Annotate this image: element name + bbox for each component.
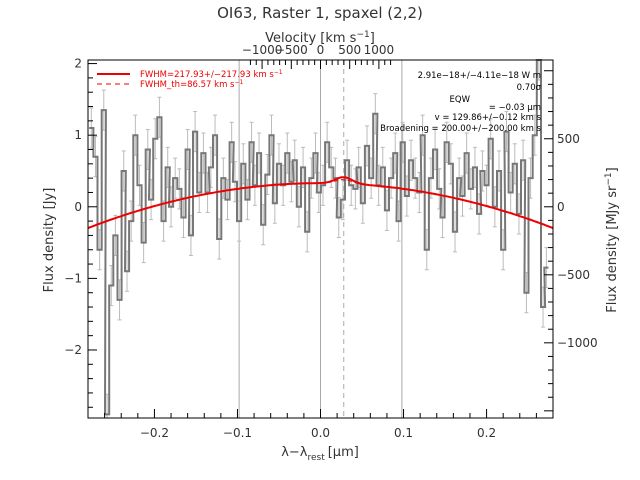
annotation: 2.91e−18+/−4.11e−18 W m bbox=[418, 71, 541, 81]
top-axis-label: Velocity [km s−1] bbox=[265, 30, 375, 46]
legend-entry-sup: −1 bbox=[274, 69, 283, 76]
right-tick-label: −1000 bbox=[557, 336, 598, 350]
fit-curve bbox=[87, 176, 554, 230]
fit-annotations: 2.91e−18+/−4.11e−18 W m 0.70σ EQW = −0.03 μ… bbox=[380, 71, 541, 134]
annotation: 0.70σ bbox=[517, 83, 542, 93]
y-tick-label: −1 bbox=[64, 271, 82, 285]
x-tick-label: 0.0 bbox=[311, 426, 330, 440]
top-tick-label: 500 bbox=[338, 43, 361, 57]
axes: −0.2 −0.1 0.0 0.1 0.2−1000−500 0 500 1000−2−101… bbox=[64, 43, 597, 440]
x-axis-label-text: λ−λ bbox=[281, 445, 308, 460]
top-tick-label: 0 bbox=[317, 43, 325, 57]
right-axis-label-sup: −1 bbox=[604, 172, 614, 185]
top-tick-label: 1000 bbox=[364, 43, 395, 57]
top-tick-label: −1000 bbox=[242, 43, 283, 57]
x-tick-label: 0.1 bbox=[394, 426, 413, 440]
legend-entry: FWHM_th=86.57 km s−1 bbox=[140, 79, 244, 90]
x-axis-label: λ−λrest [μm] bbox=[281, 445, 359, 463]
top-tick-label: −500 bbox=[275, 43, 308, 57]
right-axis-label-close: ] bbox=[605, 167, 620, 172]
right-tick-label: 500 bbox=[557, 132, 580, 146]
right-tick-label: −500 bbox=[557, 268, 590, 282]
annotation: EQW bbox=[450, 95, 471, 105]
spectrum-line bbox=[89, 59, 549, 416]
legend-entry: FWHM=217.93+/−217.93 km s−1 bbox=[140, 69, 283, 80]
right-axis-label: Flux density [MJy sr−1] bbox=[604, 167, 620, 312]
y-tick-label: −2 bbox=[64, 343, 82, 357]
annotation: v = 129.86+/−0.12 km s bbox=[435, 113, 542, 123]
right-tick-label: 0 bbox=[557, 200, 565, 214]
top-axis-label-text: Velocity [km s bbox=[265, 31, 357, 46]
legend: FWHM=217.93+/−217.93 km s−1FWHM_th=86.57… bbox=[97, 69, 283, 90]
x-axis-label-sub: rest bbox=[307, 453, 325, 463]
x-tick-label: −0.2 bbox=[140, 426, 169, 440]
annotation: = −0.03 μm bbox=[489, 103, 541, 113]
y-tick-label: 2 bbox=[74, 57, 82, 71]
y-tick-label: 1 bbox=[74, 128, 82, 142]
chart-title: OI63, Raster 1, spaxel (2,2) bbox=[217, 4, 423, 22]
y-axis-label: Flux density [Jy] bbox=[42, 188, 57, 293]
y-tick-label: 0 bbox=[74, 200, 82, 214]
top-axis-label-sup: −1 bbox=[356, 30, 369, 40]
right-axis-label-text: Flux density [MJy sr bbox=[605, 185, 620, 313]
spectrum-series bbox=[89, 59, 549, 416]
x-axis-label-unit: [μm] bbox=[328, 445, 359, 460]
fit-series bbox=[87, 176, 554, 230]
annotation: Broadening = 200.00+/−200.00 km s bbox=[380, 124, 541, 134]
legend-entry-sup: −1 bbox=[234, 79, 243, 86]
legend-entry-text: FWHM_th=86.57 km s bbox=[140, 80, 235, 90]
legend-entry-text: FWHM=217.93+/−217.93 km s bbox=[140, 70, 274, 80]
top-axis-label-close: ] bbox=[370, 31, 375, 46]
x-tick-label: 0.2 bbox=[477, 426, 496, 440]
x-tick-label: −0.1 bbox=[223, 426, 252, 440]
